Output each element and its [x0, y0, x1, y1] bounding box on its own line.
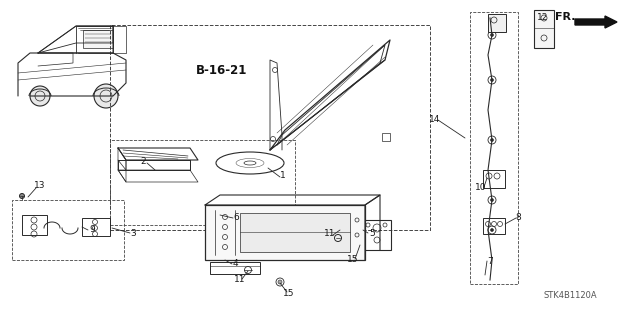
Text: 15: 15: [284, 290, 295, 299]
Circle shape: [278, 280, 282, 284]
FancyArrow shape: [575, 16, 617, 28]
Circle shape: [490, 33, 493, 36]
Text: 11: 11: [234, 276, 246, 285]
Text: 4: 4: [232, 259, 238, 269]
Circle shape: [490, 228, 493, 232]
Circle shape: [490, 78, 493, 81]
Circle shape: [490, 138, 493, 142]
Bar: [488, 14, 506, 32]
Bar: [240, 213, 350, 252]
Bar: [470, 12, 518, 284]
Bar: [483, 218, 505, 234]
Bar: [363, 220, 391, 250]
Text: 13: 13: [35, 182, 45, 190]
Bar: [83, 30, 113, 48]
Circle shape: [19, 194, 24, 198]
Text: B-16-21: B-16-21: [196, 64, 248, 78]
Bar: [205, 205, 365, 260]
Text: 10: 10: [476, 183, 487, 192]
Bar: [382, 133, 390, 141]
Bar: [110, 140, 295, 225]
Bar: [210, 262, 260, 274]
Text: 11: 11: [324, 229, 336, 239]
Bar: [110, 25, 430, 230]
Circle shape: [490, 198, 493, 202]
Text: FR.: FR.: [555, 12, 575, 22]
Text: STK4B1120A: STK4B1120A: [543, 291, 597, 300]
Bar: [12, 200, 124, 260]
Circle shape: [344, 226, 346, 229]
Text: 15: 15: [348, 256, 359, 264]
Circle shape: [30, 86, 50, 106]
Bar: [22, 215, 47, 235]
Text: 6: 6: [233, 213, 239, 222]
Bar: [483, 170, 505, 188]
Text: 12: 12: [538, 12, 548, 21]
Text: 7: 7: [487, 256, 493, 265]
Text: 9: 9: [89, 226, 95, 234]
Bar: [82, 218, 110, 236]
Text: 1: 1: [280, 170, 286, 180]
Text: 2: 2: [140, 158, 146, 167]
Text: 14: 14: [429, 115, 441, 124]
Text: 5: 5: [369, 228, 375, 238]
Text: 3: 3: [130, 228, 136, 238]
Text: 8: 8: [515, 213, 521, 222]
Bar: [534, 10, 554, 48]
Circle shape: [94, 84, 118, 108]
